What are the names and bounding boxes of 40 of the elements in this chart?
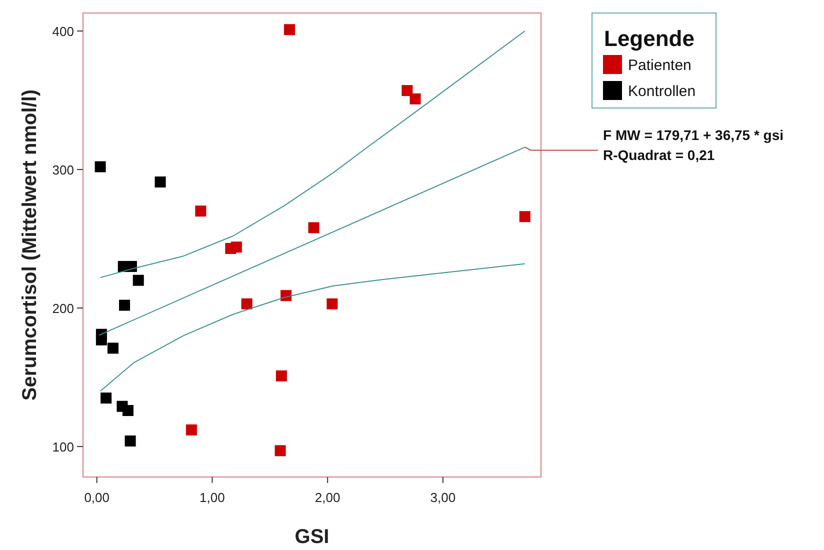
y-tick-label: 200	[52, 301, 74, 316]
point	[308, 222, 320, 234]
legend-title: Legende	[604, 26, 694, 51]
point	[241, 298, 252, 310]
legend-label: Kontrollen	[628, 83, 696, 100]
point	[276, 370, 287, 382]
line-series	[100, 263, 526, 392]
point	[195, 206, 206, 217]
point	[94, 161, 106, 172]
point	[186, 424, 197, 436]
point	[284, 24, 296, 36]
y-tick-label: 400	[52, 24, 74, 40]
text: R-Quadrat = 0,21	[603, 147, 715, 164]
point	[519, 211, 530, 222]
point	[100, 392, 112, 404]
point	[122, 405, 134, 416]
y-axis-title: Serumcortisol (Mittelwert nmol/l)	[19, 89, 41, 401]
point	[410, 93, 421, 104]
point	[132, 274, 144, 286]
point	[230, 242, 242, 253]
x-tick-label: 1,00	[200, 490, 225, 505]
x-axis-title: GSI	[294, 526, 330, 548]
x-tick-label: 2,00	[314, 490, 340, 505]
x-tick-label: 0,00	[84, 490, 110, 505]
y-tick-label: 100	[52, 440, 74, 455]
y-tick-label: 300	[52, 162, 74, 178]
point	[326, 298, 338, 310]
line-series	[100, 30, 526, 278]
point	[119, 300, 130, 311]
point	[107, 342, 118, 354]
point	[96, 334, 107, 346]
legend-label: Patienten	[628, 57, 692, 74]
point	[402, 85, 413, 96]
point	[154, 176, 166, 188]
point	[280, 290, 292, 302]
point	[126, 260, 137, 272]
x-tick-label: 3,00	[430, 490, 456, 505]
annotation: F MW = 179,71 + 36,75 * gsi	[603, 127, 784, 144]
point	[274, 445, 286, 456]
point	[124, 435, 136, 446]
